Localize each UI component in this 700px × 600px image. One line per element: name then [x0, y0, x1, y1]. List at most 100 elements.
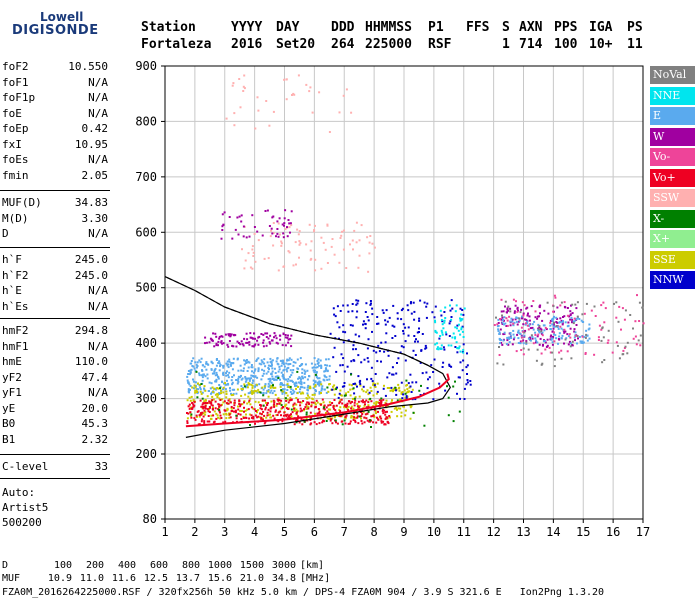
param-value: 2.05 [81, 168, 109, 182]
echo-point-e [285, 368, 288, 371]
echo-point-nnw [357, 299, 360, 302]
echo-point-ssw [233, 124, 236, 127]
echo-point-nnw [370, 302, 372, 305]
echo-point-w [502, 333, 505, 336]
echo-point-vo [240, 418, 243, 420]
echo-point-nnw [396, 317, 399, 320]
echo-point-w [253, 332, 255, 335]
echo-point-ssw [265, 100, 268, 102]
echo-point-nne [462, 336, 465, 338]
echo-point-w [268, 225, 271, 227]
echo-point-ssw [247, 252, 250, 255]
echo-point-vo [364, 413, 367, 416]
echo-point-nne [454, 326, 457, 329]
echo-point-x [259, 391, 262, 394]
echo-point-sse [248, 401, 250, 404]
echo-point-e [226, 360, 229, 363]
echo-point-vo [597, 336, 600, 339]
x-tick-label: 15 [576, 525, 590, 539]
echo-point-nnw [443, 348, 446, 351]
echo-point-e [498, 338, 501, 341]
echo-point-vo [544, 326, 547, 329]
header-value-7: 1 [502, 37, 510, 52]
d-value: 3000 [271, 560, 296, 571]
param-d: D N/A [2, 227, 108, 241]
echo-point-x [196, 396, 199, 399]
echo-point-e [189, 388, 191, 391]
echo-point-ssw [232, 82, 235, 85]
echo-point-vo [380, 403, 383, 406]
echo-point-vo [266, 414, 269, 417]
echo-point-ssw [318, 91, 321, 94]
echo-point-vo [299, 401, 302, 404]
echo-point-sse [316, 401, 319, 404]
echo-point-vo [323, 414, 326, 417]
echo-point-e [240, 369, 243, 372]
echo-point-e [252, 371, 255, 374]
param-fof2: foF2 10.550 [2, 60, 108, 74]
echo-point-e [205, 362, 208, 365]
echo-point-vo [349, 422, 351, 425]
echo-point-e [211, 362, 214, 365]
echo-point-ssw [257, 109, 260, 112]
echo-point-vo [208, 420, 211, 423]
echo-point-vo [186, 412, 188, 414]
echo-point-sse [347, 391, 350, 393]
echo-point-w [228, 216, 231, 218]
echo-point-sse [386, 387, 389, 389]
echo-point-w [499, 328, 502, 331]
echo-point-vo [272, 414, 275, 417]
echo-point-w [221, 229, 224, 231]
echo-point-vo [206, 402, 209, 405]
echo-point-sse [400, 391, 403, 394]
echo-point-ssw [292, 264, 295, 267]
echo-point-w [536, 317, 539, 320]
echo-point-w [279, 334, 282, 337]
y-tick-label: 500 [135, 281, 157, 295]
echo-point-e [225, 374, 228, 377]
echo-point-sse [217, 387, 220, 390]
echo-point-vo [365, 399, 368, 402]
echo-point-sse [292, 405, 295, 408]
echo-point-sse [363, 404, 366, 407]
echo-point-vo [187, 405, 190, 408]
echo-point-sse [375, 400, 378, 403]
echo-point-e [282, 362, 285, 364]
echo-point-nnw [400, 381, 403, 384]
echo-point-nnw [444, 389, 447, 392]
echo-point-noval [519, 311, 522, 314]
echo-point-nnw [441, 366, 444, 368]
echo-point-ssw [285, 78, 288, 81]
echo-point-nnw [438, 337, 441, 340]
echo-point-nnw [349, 324, 352, 327]
echo-point-sse [254, 390, 257, 393]
echo-point-sse [393, 407, 396, 410]
echo-point-w [575, 307, 578, 310]
echo-point-nne [459, 333, 462, 336]
echo-point-e [236, 379, 239, 382]
echo-point-nnw [336, 305, 339, 308]
echo-point-e [246, 370, 249, 372]
echo-point-nnw [364, 311, 367, 313]
echo-point-sse [216, 387, 219, 389]
echo-point-ssw [342, 229, 345, 232]
echo-point-w [262, 333, 265, 336]
echo-point-e [217, 377, 220, 380]
echo-point-vo [339, 410, 342, 413]
echo-point-e [270, 364, 273, 366]
echo-point-sse [399, 407, 402, 410]
echo-point-vo [264, 408, 267, 411]
echo-point-w [567, 321, 570, 324]
echo-point-nnw [462, 359, 465, 362]
echo-point-e [280, 364, 283, 367]
echo-point-sse [219, 417, 222, 420]
echo-point-w [546, 338, 549, 341]
echo-point-nnw [426, 387, 429, 390]
echo-point-sse [246, 402, 249, 405]
echo-point-sse [404, 397, 407, 400]
echo-point-sse [391, 399, 393, 402]
echo-point-sse [343, 406, 346, 409]
echo-point-noval [601, 327, 604, 330]
echo-point-e [200, 357, 203, 360]
echo-point-ssw [243, 267, 246, 270]
